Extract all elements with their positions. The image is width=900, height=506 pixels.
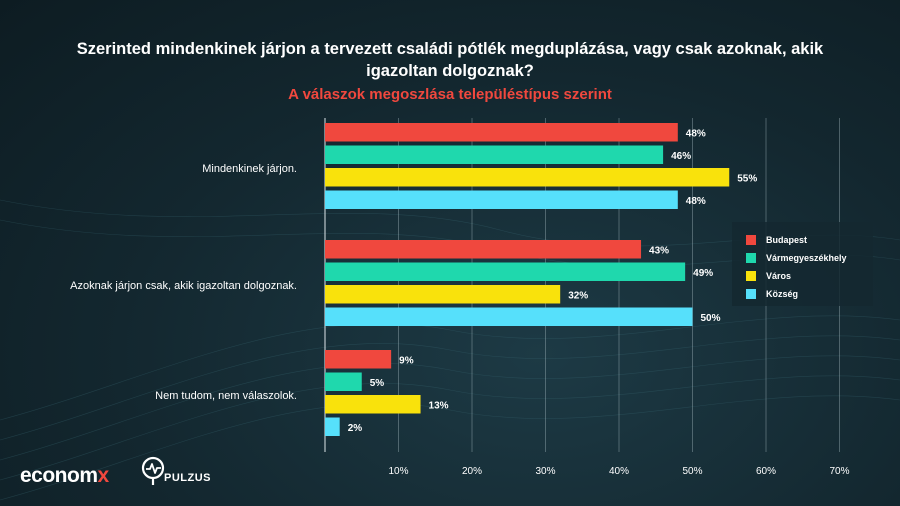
economx-logo: economx [20,464,109,488]
bar-v-ros [325,285,561,304]
x-tick-label: 60% [756,466,776,477]
economx-logo-x: x [97,464,110,487]
legend-item: Budapest [746,231,873,249]
legend-item: Város [746,267,873,285]
legend-swatch [746,253,756,263]
x-tick-label: 10% [388,466,408,477]
data-label: 50% [701,313,721,324]
bar-budapest [325,240,642,259]
bar-v-rmegyesz-khely [325,145,664,164]
legend-label: Budapest [766,235,808,245]
legend-label: Vármegyeszékhely [766,253,847,263]
legend-item: Község [746,285,873,303]
data-label: 13% [429,400,449,411]
data-label: 9% [399,355,414,366]
category-label: Azoknak járjon csak, akik igazoltan dolg… [70,280,297,292]
x-tick-label: 30% [535,466,555,477]
data-label: 5% [370,378,385,389]
pulzus-logo-text: PULZUS [164,472,211,484]
bar-budapest [325,123,678,142]
bar-budapest [325,350,392,369]
chart-title-line-2: igazoltan dolgoznak? [366,62,534,80]
x-tick-label: 20% [462,466,482,477]
category-label: Mindenkinek járjon. [202,163,297,175]
bar-v-ros [325,168,730,187]
x-tick-label: 50% [682,466,702,477]
chart-title-line-1: Szerinted mindenkinek járjon a tervezett… [76,40,824,58]
bar-v-rmegyesz-khely [325,372,362,391]
legend-label: Város [766,271,792,281]
data-label: 32% [568,290,588,301]
bar-k-zs-g [325,417,340,436]
legend-label: Község [766,289,799,299]
pulzus-logo-icon [141,456,165,485]
data-label: 46% [671,151,691,162]
legend-swatch [746,235,756,245]
economx-logo-main: econom [20,464,98,487]
data-label: 48% [686,196,706,207]
bar-k-zs-g [325,190,678,209]
bar-k-zs-g [325,307,693,326]
bar-v-rmegyesz-khely [325,262,686,281]
legend-swatch [746,289,756,299]
chart-title: Szerinted mindenkinek járjon a tervezett… [0,38,900,82]
data-label: 55% [737,173,757,184]
x-tick-label: 40% [609,466,629,477]
x-tick-label: 70% [829,466,849,477]
data-label: 43% [649,245,669,256]
data-label: 48% [686,128,706,139]
legend-swatch [746,271,756,281]
data-label: 2% [348,423,363,434]
data-label: 49% [693,268,713,279]
chart-subtitle: A válaszok megoszlása településtípus sze… [288,86,612,103]
legend: Budapest Vármegyeszékhely Város Község [732,222,873,306]
legend-item: Vármegyeszékhely [746,249,873,267]
bar-v-ros [325,395,421,414]
category-label: Nem tudom, nem válaszolok. [155,390,297,402]
